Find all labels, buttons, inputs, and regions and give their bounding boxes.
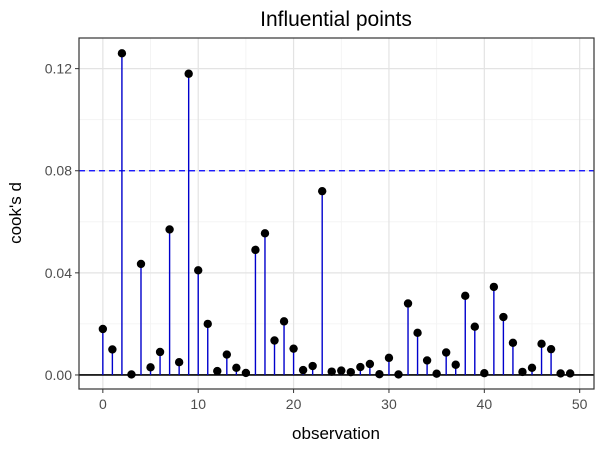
data-point	[251, 245, 260, 255]
y-tick-label: 0.12	[45, 61, 72, 77]
data-point	[203, 319, 212, 329]
data-point	[365, 359, 375, 369]
data-point	[213, 366, 222, 376]
x-tick-label: 10	[190, 396, 206, 412]
data-point	[260, 229, 270, 238]
data-point	[155, 347, 165, 357]
data-point	[174, 357, 184, 367]
data-point	[289, 344, 298, 353]
data-point	[346, 367, 356, 377]
data-point	[556, 369, 565, 378]
data-point	[241, 368, 251, 378]
data-point	[413, 328, 422, 338]
data-point	[499, 312, 508, 322]
data-point	[375, 369, 384, 379]
x-tick-label: 30	[381, 396, 397, 412]
y-axis-ticks: 0.00 0.04 0.08 0.12	[45, 61, 79, 383]
data-point	[451, 360, 460, 369]
data-point	[403, 299, 413, 308]
data-point	[136, 259, 146, 269]
data-point	[317, 186, 327, 196]
x-tick-label: 40	[477, 396, 493, 412]
data-point	[537, 339, 546, 349]
data-point	[394, 370, 403, 379]
data-point	[279, 317, 289, 326]
data-point	[441, 348, 451, 357]
data-point	[508, 338, 518, 347]
x-tick-label: 50	[572, 396, 588, 412]
data-point	[337, 366, 346, 375]
data-point	[270, 336, 279, 345]
y-tick-label: 0.08	[45, 163, 72, 179]
data-point	[98, 324, 108, 334]
data-point	[489, 282, 499, 292]
chart-title: Influential points	[260, 8, 412, 31]
x-axis-ticks: 0 10 20 30 40 50	[99, 389, 588, 412]
data-point	[308, 361, 317, 371]
data-point	[356, 362, 365, 372]
data-point	[165, 225, 174, 234]
y-axis-title: cook's d	[6, 182, 25, 244]
plot-panel	[79, 38, 594, 389]
data-point	[146, 363, 155, 372]
data-point	[108, 345, 117, 354]
y-tick-label: 0.04	[45, 265, 72, 281]
data-point	[480, 368, 489, 378]
points	[98, 49, 575, 379]
data-point	[232, 363, 241, 373]
data-point	[470, 322, 479, 331]
data-point	[117, 49, 127, 58]
data-point	[546, 344, 556, 354]
data-point	[384, 353, 394, 363]
data-point	[527, 363, 537, 373]
data-point	[518, 367, 527, 377]
x-tick-label: 20	[286, 396, 302, 412]
plot-panel-border	[78, 37, 595, 390]
data-point	[184, 69, 193, 78]
data-point	[194, 266, 203, 275]
y-tick-label: 0.00	[45, 367, 72, 383]
data-point	[461, 291, 470, 301]
grid-minor	[79, 38, 594, 389]
x-axis-title: observation	[292, 424, 380, 443]
data-point	[565, 369, 575, 378]
data-point	[298, 365, 308, 375]
data-point	[327, 367, 336, 376]
data-point	[127, 370, 136, 379]
data-point	[432, 369, 441, 378]
x-tick-label: 0	[99, 396, 107, 412]
data-point	[222, 350, 232, 359]
data-point	[422, 356, 432, 365]
